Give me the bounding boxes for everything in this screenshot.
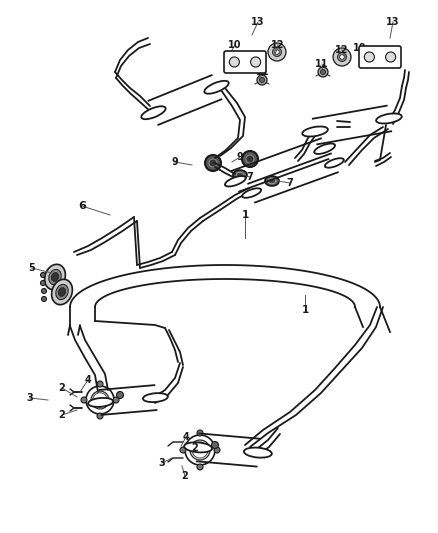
Ellipse shape (242, 151, 258, 167)
Ellipse shape (268, 179, 276, 184)
Text: 13: 13 (251, 17, 265, 27)
Text: 4: 4 (85, 375, 92, 385)
Ellipse shape (205, 81, 229, 94)
Ellipse shape (314, 143, 335, 154)
Text: 2: 2 (192, 443, 198, 453)
Text: 1: 1 (241, 210, 249, 220)
Ellipse shape (302, 126, 328, 136)
Circle shape (40, 272, 46, 278)
Text: 6: 6 (78, 201, 86, 211)
Text: 12: 12 (335, 45, 349, 55)
Ellipse shape (340, 55, 344, 59)
Ellipse shape (268, 43, 286, 61)
Ellipse shape (141, 106, 166, 119)
Ellipse shape (91, 391, 109, 409)
Text: 1: 1 (301, 305, 309, 315)
Text: 11: 11 (315, 59, 329, 69)
Ellipse shape (246, 155, 254, 163)
Ellipse shape (184, 442, 212, 453)
Ellipse shape (88, 398, 113, 407)
Ellipse shape (51, 272, 59, 281)
Ellipse shape (86, 386, 114, 414)
Text: 4: 4 (183, 432, 189, 442)
Circle shape (42, 288, 46, 294)
Ellipse shape (52, 279, 72, 305)
Ellipse shape (233, 170, 247, 180)
Ellipse shape (257, 75, 267, 85)
Circle shape (251, 57, 261, 67)
Circle shape (40, 280, 46, 286)
Text: 3: 3 (27, 393, 33, 403)
Circle shape (385, 52, 396, 62)
Circle shape (117, 392, 124, 399)
Circle shape (113, 397, 119, 403)
Circle shape (180, 447, 186, 453)
Ellipse shape (209, 159, 217, 167)
Circle shape (212, 441, 219, 448)
Circle shape (42, 296, 46, 302)
Ellipse shape (143, 393, 168, 402)
Text: 2: 2 (59, 383, 65, 393)
Circle shape (197, 464, 203, 470)
Text: 2: 2 (59, 410, 65, 420)
Ellipse shape (325, 158, 344, 168)
Ellipse shape (259, 77, 265, 83)
Ellipse shape (318, 67, 328, 77)
Circle shape (364, 52, 374, 62)
FancyBboxPatch shape (359, 46, 401, 68)
Ellipse shape (49, 269, 61, 285)
Text: 7: 7 (247, 172, 253, 182)
Ellipse shape (275, 50, 279, 54)
Ellipse shape (93, 393, 107, 407)
Ellipse shape (58, 288, 66, 296)
Circle shape (197, 430, 203, 436)
Text: 10: 10 (228, 40, 242, 50)
Ellipse shape (321, 69, 325, 75)
Ellipse shape (185, 435, 215, 465)
Ellipse shape (190, 440, 210, 460)
Ellipse shape (205, 155, 221, 171)
Ellipse shape (338, 52, 346, 61)
Ellipse shape (272, 47, 282, 56)
FancyBboxPatch shape (224, 51, 266, 73)
Circle shape (230, 57, 240, 67)
Ellipse shape (192, 442, 208, 458)
Text: 13: 13 (386, 17, 400, 27)
Circle shape (81, 397, 87, 403)
Ellipse shape (225, 176, 246, 187)
Text: 2: 2 (182, 471, 188, 481)
Ellipse shape (45, 264, 65, 290)
Text: 7: 7 (286, 178, 293, 188)
Text: 3: 3 (159, 458, 166, 468)
Text: 10: 10 (353, 43, 367, 53)
Text: 9: 9 (237, 152, 244, 162)
Ellipse shape (376, 114, 402, 124)
Text: 12: 12 (271, 40, 285, 50)
Ellipse shape (242, 188, 261, 198)
Circle shape (214, 447, 220, 453)
Ellipse shape (333, 48, 351, 66)
Circle shape (97, 381, 103, 387)
Text: 9: 9 (172, 157, 178, 167)
Ellipse shape (236, 172, 244, 177)
Circle shape (97, 413, 103, 419)
Text: 5: 5 (28, 263, 35, 273)
Ellipse shape (244, 448, 272, 458)
Ellipse shape (265, 176, 279, 186)
Ellipse shape (56, 285, 68, 300)
Text: 11: 11 (256, 67, 270, 77)
